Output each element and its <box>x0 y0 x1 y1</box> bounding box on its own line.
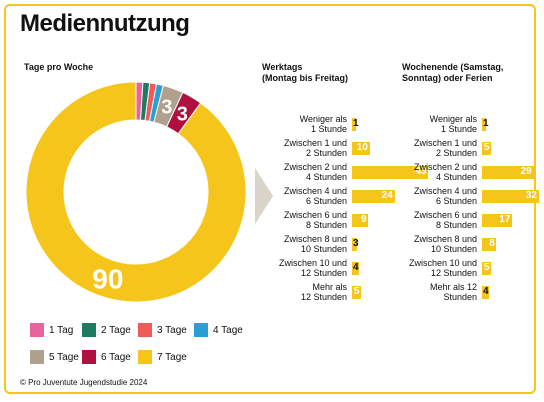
weekend-bar-8 <box>482 286 490 299</box>
weekday-tick-label-1: Weniger als 1 Stunde <box>299 114 347 134</box>
donut-data-label-7: 90 <box>92 264 123 295</box>
weekday-bar-7 <box>352 262 360 275</box>
weekend-bar-6 <box>482 238 497 251</box>
weekend-tick-label-3: Zwischen 2 und 4 Stunden <box>413 162 477 182</box>
weekend-bar-1 <box>482 118 486 131</box>
legend-swatch <box>30 323 44 337</box>
legend-label: 1 Tag <box>49 324 74 336</box>
weekday-data-label-3: 43 <box>415 166 427 177</box>
weekday-tick-label-6: Zwischen 8 und 10 Stunden <box>283 234 347 254</box>
weekend-data-label-7: 5 <box>483 262 490 273</box>
donut-data-label-5: 3 <box>161 96 172 118</box>
weekend-data-label-5: 17 <box>499 214 511 225</box>
weekend-bar-7 <box>482 262 491 275</box>
weekday-data-label-2: 10 <box>356 142 368 153</box>
weekday-tick-label-4: Zwischen 4 und 6 Stunden <box>283 186 347 206</box>
weekday-tick-label-3: Zwischen 2 und 4 Stunden <box>283 162 347 182</box>
weekend-data-label-8: 4 <box>483 286 489 297</box>
weekday-bar-5 <box>352 214 368 227</box>
separator-arrow <box>255 168 273 224</box>
weekend-tick-label-1: Weniger als 1 Stunde <box>429 114 477 134</box>
legend-item-5: 5 Tage <box>30 350 79 364</box>
weekday-tick-label-5: Zwischen 6 und 8 Stunden <box>283 210 347 230</box>
weekend-data-label-2: 5 <box>483 142 490 153</box>
footer-credit: © Pro Juventute Jugendstudie 2024 <box>20 378 148 387</box>
legend-swatch <box>138 350 152 364</box>
weekday-bar-1 <box>352 118 356 131</box>
weekday-data-label-5: 9 <box>361 214 367 225</box>
legend-item-1: 1 Tag <box>30 323 73 337</box>
page-title: Mediennutzung <box>20 10 190 37</box>
weekday-tick-label-2: Zwischen 1 und 2 Stunden <box>283 138 347 158</box>
weekday-data-label-7: 4 <box>353 262 359 273</box>
weekday-tick-label-7: Zwischen 10 und 12 Stunden <box>278 258 347 278</box>
legend-item-4: 4 Tage <box>194 323 243 337</box>
weekday-title: Werktags (Montag bis Freitag) <box>262 62 348 83</box>
donut-data-label-6: 3 <box>177 104 188 126</box>
weekend-data-label-3: 29 <box>520 166 532 177</box>
weekend-tick-label-5: Zwischen 6 und 8 Stunden <box>413 210 477 230</box>
legend-label: 3 Tage <box>157 324 187 336</box>
weekend-tick-label-8: Mehr als 12 Stunden <box>429 282 477 302</box>
weekday-bar-4 <box>352 190 395 203</box>
weekday-tick-label-8: Mehr als 12 Stunden <box>300 282 347 302</box>
legend-swatch <box>194 323 208 337</box>
weekend-data-label-6: 8 <box>489 238 495 249</box>
weekend-bar-5 <box>482 214 513 227</box>
legend-label: 5 Tage <box>49 351 79 363</box>
weekend-bar-4 <box>482 190 539 203</box>
legend-label: 7 Tage <box>157 351 187 363</box>
donut-title: Tage pro Woche <box>24 62 94 72</box>
weekday-data-label-6: 3 <box>353 238 359 249</box>
legend-label: 6 Tage <box>101 351 131 363</box>
weekend-data-label-4: 32 <box>525 190 537 201</box>
weekend-bar-3 <box>482 166 534 179</box>
weekend-tick-label-7: Zwischen 10 und 12 Stunden <box>408 258 477 278</box>
weekday-bar-3 <box>352 166 429 179</box>
donut-slice-7 <box>25 81 247 303</box>
weekday-bar-6 <box>352 238 358 251</box>
legend-swatch <box>82 350 96 364</box>
legend-item-2: 2 Tage <box>82 323 131 337</box>
legend-item-6: 6 Tage <box>82 350 131 364</box>
weekend-tick-label-6: Zwischen 8 und 10 Stunden <box>413 234 477 254</box>
weekend-tick-label-4: Zwischen 4 und 6 Stunden <box>413 186 477 206</box>
legend-swatch <box>82 323 96 337</box>
weekday-data-label-1: 1 <box>353 118 359 129</box>
legend-label: 2 Tage <box>101 324 131 336</box>
weekday-bar-8 <box>352 286 361 299</box>
legend-swatch <box>138 323 152 337</box>
legend-item-7: 7 Tage <box>138 350 187 364</box>
weekday-data-label-4: 24 <box>381 190 393 201</box>
weekday-bar-2 <box>352 142 370 155</box>
weekend-bar-2 <box>482 142 491 155</box>
legend-label: 4 Tage <box>213 324 243 336</box>
weekday-data-label-8: 5 <box>353 286 360 297</box>
legend-item-3: 3 Tage <box>138 323 187 337</box>
weekend-data-label-1: 1 <box>483 118 489 129</box>
weekend-tick-label-2: Zwischen 1 und 2 Stunden <box>413 138 477 158</box>
weekend-title: Wochenende (Samstag, Sonntag) oder Ferie… <box>402 62 504 83</box>
legend-swatch <box>30 350 44 364</box>
